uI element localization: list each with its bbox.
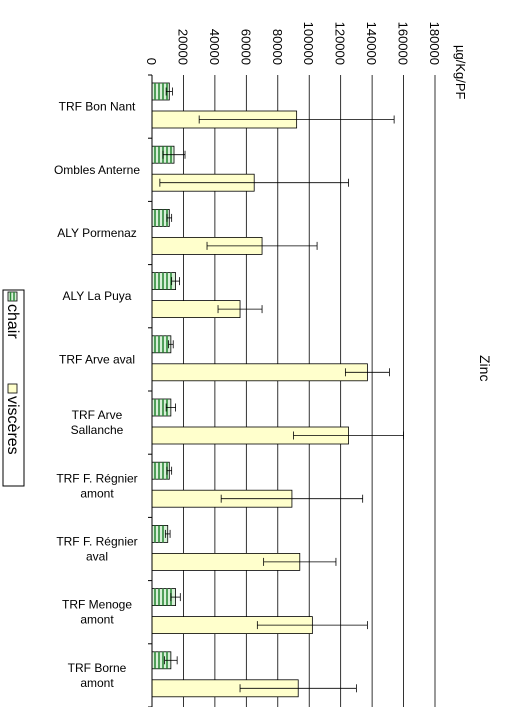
bars (151, 82, 368, 698)
category-label-7-line-1: aval (86, 550, 108, 564)
value-axis-label: µg/Kg/PF (453, 45, 468, 100)
tick-label-40000: 40000 (207, 29, 222, 65)
tick-label-120000: 120000 (333, 22, 348, 65)
category-label-1-line-0: Ombles Anterne (54, 163, 140, 177)
category-label-6-line-0: TRF F. Régnier (56, 471, 137, 485)
category-label-1: Ombles Anterne (54, 163, 140, 177)
category-label-0-line-0: TRF Bon Nant (59, 100, 136, 114)
tick-label-60000: 60000 (238, 29, 253, 65)
bar-1-4 (151, 363, 368, 382)
legend-label-visceres: viscères (4, 396, 21, 455)
category-label-6: TRF F. Régnier amont (56, 471, 137, 500)
category-label-7-line-0: TRF F. Régnier (56, 535, 137, 549)
category-label-3: ALY La Puya (63, 289, 132, 303)
category-label-4-line-0: TRF Arve aval (59, 352, 135, 366)
category-label-6-line-1: amont (80, 486, 114, 500)
category-label-5-line-1: Sallanche (71, 423, 124, 437)
category-label-8-line-0: TRF Menoge (62, 598, 132, 612)
category-label-2-line-0: ALY Pormenaz (57, 226, 137, 240)
category-label-3-line-0: ALY La Puya (63, 289, 132, 303)
error-bars (159, 87, 404, 693)
tick-label-160000: 160000 (396, 22, 411, 65)
category-label-0: TRF Bon Nant (59, 100, 136, 114)
category-label-9: TRF Borne amont (68, 661, 127, 690)
tick-label-180000: 180000 (427, 22, 442, 65)
tick-label-140000: 140000 (364, 22, 379, 65)
category-label-4: TRF Arve aval (59, 352, 135, 366)
category-label-5-line-0: TRF Arve (72, 408, 123, 422)
category-label-9-line-1: amont (80, 676, 114, 690)
category-label-8-line-1: amont (80, 613, 114, 627)
category-labels: TRF Bon Nant Ombles Anterne ALY Pormenaz AL… (54, 100, 140, 690)
tick-label-80000: 80000 (270, 29, 285, 65)
legend: chair viscères (2, 289, 25, 487)
legend-swatch-visceres (7, 383, 18, 394)
category-label-2: ALY Pormenaz (57, 226, 137, 240)
legend-label-chair: chair (4, 304, 21, 339)
value-tick-labels: 0 20000 40000 60000 80000 100000 120000 140000 1… (144, 22, 442, 65)
category-label-9-line-0: TRF Borne (68, 661, 127, 675)
category-label-7: TRF F. Régnier aval (56, 535, 137, 564)
gridlines (183, 75, 436, 707)
category-label-8: TRF Menoge amont (62, 598, 132, 627)
chart-title: Zinc (477, 355, 493, 381)
tick-label-0: 0 (144, 58, 159, 65)
category-label-5: TRF Arve Sallanche (71, 408, 124, 437)
tick-label-100000: 100000 (301, 22, 316, 65)
tick-label-20000: 20000 (175, 29, 190, 65)
legend-swatch-chair (7, 291, 18, 302)
category-ticks (148, 74, 152, 707)
